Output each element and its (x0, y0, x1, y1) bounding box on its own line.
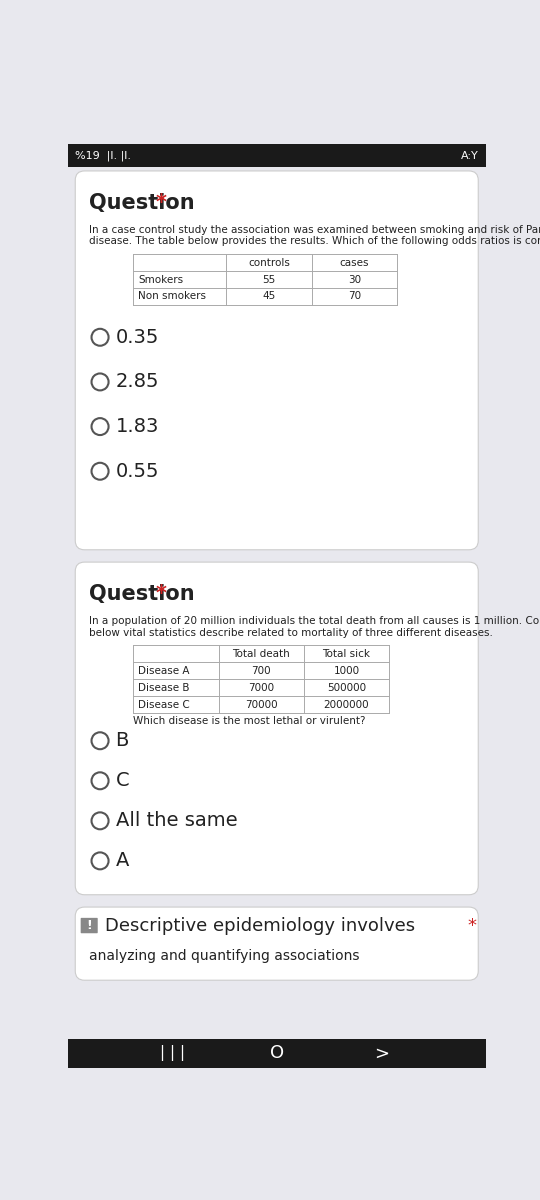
Text: 1000: 1000 (333, 666, 360, 676)
Text: Smokers: Smokers (138, 275, 183, 284)
Text: 500000: 500000 (327, 683, 366, 692)
Text: In a case control study the association was examined between smoking and risk of: In a case control study the association … (89, 224, 540, 246)
Text: A: A (116, 851, 129, 870)
FancyBboxPatch shape (75, 907, 478, 980)
FancyBboxPatch shape (75, 170, 478, 550)
Text: All the same: All the same (116, 811, 237, 830)
Text: 2000000: 2000000 (323, 700, 369, 709)
Text: !: ! (86, 919, 92, 932)
Text: *: * (156, 583, 167, 604)
Text: In a population of 20 million individuals the total death from all causes is 1 m: In a population of 20 million individual… (89, 616, 540, 637)
Text: >: > (374, 1044, 389, 1062)
Text: analyzing and quantifying associations: analyzing and quantifying associations (89, 949, 360, 964)
Text: 1.83: 1.83 (116, 418, 159, 436)
Text: cases: cases (340, 258, 369, 268)
FancyBboxPatch shape (68, 144, 486, 167)
Text: Descriptive epidemiology involves: Descriptive epidemiology involves (105, 917, 415, 935)
Text: 55: 55 (262, 275, 275, 284)
Text: controls: controls (248, 258, 290, 268)
Text: 700: 700 (252, 666, 271, 676)
Text: Question: Question (89, 192, 195, 212)
Text: Total sick: Total sick (322, 649, 370, 659)
Text: *: * (468, 917, 477, 935)
Text: 45: 45 (262, 292, 275, 301)
Text: Disease A: Disease A (138, 666, 190, 676)
Text: Total death: Total death (232, 649, 290, 659)
Text: Disease C: Disease C (138, 700, 190, 709)
Text: %19  |l. |l.: %19 |l. |l. (75, 150, 131, 161)
Text: | | |: | | | (159, 1045, 185, 1061)
FancyBboxPatch shape (68, 1039, 486, 1068)
Text: Non smokers: Non smokers (138, 292, 206, 301)
Text: Disease B: Disease B (138, 683, 190, 692)
Text: A:Y: A:Y (461, 150, 478, 161)
Text: 7000: 7000 (248, 683, 274, 692)
Text: 2.85: 2.85 (116, 372, 159, 391)
Text: 30: 30 (348, 275, 361, 284)
Text: C: C (116, 772, 129, 791)
Text: B: B (116, 731, 129, 750)
FancyBboxPatch shape (75, 562, 478, 895)
FancyBboxPatch shape (80, 918, 98, 934)
Text: 0.55: 0.55 (116, 462, 159, 481)
Text: Question: Question (89, 583, 195, 604)
Text: 70: 70 (348, 292, 361, 301)
Text: 0.35: 0.35 (116, 328, 159, 347)
Text: Which disease is the most lethal or virulent?: Which disease is the most lethal or viru… (133, 716, 366, 726)
Text: *: * (156, 192, 167, 212)
Text: O: O (269, 1044, 284, 1062)
Text: 70000: 70000 (245, 700, 278, 709)
